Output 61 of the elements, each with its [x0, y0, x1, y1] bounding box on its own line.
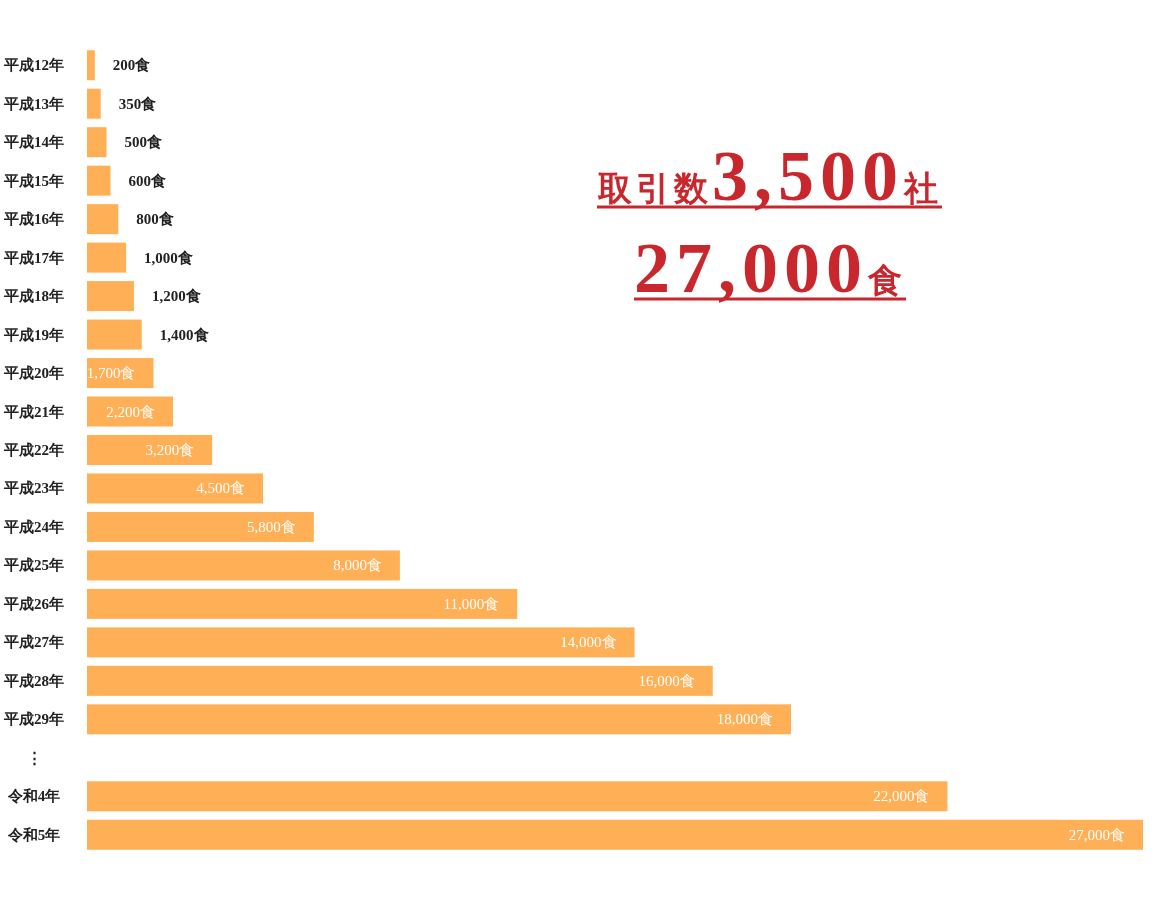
- annotation: 27,000食: [634, 228, 906, 308]
- data-label: 1,000食: [144, 249, 193, 266]
- data-label: 22,000食: [873, 788, 930, 805]
- y-tick-label: 平成26年: [3, 595, 64, 612]
- data-label: 5,800食: [247, 518, 296, 535]
- data-label: 14,000食: [560, 634, 617, 651]
- y-tick-label: 平成21年: [3, 403, 64, 420]
- annotation: 取引数3,500社: [597, 136, 942, 216]
- bar: [87, 281, 134, 312]
- y-tick-label: 平成15年: [3, 172, 64, 189]
- bar: [87, 165, 111, 196]
- bar: [87, 704, 791, 735]
- y-tick-label: 令和4年: [6, 788, 61, 805]
- bar: [87, 204, 119, 235]
- data-label: 1,200食: [151, 288, 201, 305]
- data-label: 4,500食: [196, 480, 245, 497]
- data-label: 1,400食: [159, 326, 209, 343]
- y-tick-label: 平成20年: [3, 365, 64, 382]
- y-tick-label: 平成25年: [3, 557, 64, 574]
- y-tick-label: ⋮: [26, 749, 42, 766]
- y-tick-label: 令和5年: [6, 826, 61, 843]
- bar: [87, 665, 713, 696]
- data-label: 1,700食: [86, 365, 136, 382]
- data-label: 8,000食: [333, 557, 382, 574]
- y-tick-label: 平成13年: [3, 95, 64, 112]
- data-label: 200食: [112, 57, 151, 74]
- y-tick-label: 平成17年: [3, 249, 64, 266]
- data-label: 600食: [128, 172, 166, 189]
- data-label: 3,200食: [145, 442, 195, 458]
- data-label: 11,000食: [443, 595, 500, 612]
- data-label: 350食: [118, 95, 157, 112]
- y-tick-label: 平成29年: [3, 711, 64, 728]
- data-label: 800食: [136, 211, 174, 228]
- bar: [87, 511, 314, 542]
- y-tick-label: 平成14年: [3, 134, 64, 151]
- bar: [87, 435, 213, 465]
- data-label: 27,000食: [1068, 826, 1125, 843]
- bar: [87, 88, 101, 119]
- y-tick-label: 平成27年: [3, 634, 64, 651]
- y-tick-label: 平成16年: [3, 211, 64, 228]
- data-label: 16,000食: [638, 672, 695, 689]
- y-tick-label: 平成24年: [3, 518, 64, 535]
- y-tick-label: 平成28年: [3, 672, 64, 689]
- bar: [87, 781, 948, 812]
- y-tick-label: 平成22年: [3, 442, 64, 458]
- y-tick-label: 平成19年: [3, 326, 64, 343]
- data-label: 18,000食: [716, 711, 773, 728]
- data-label: 2,200食: [106, 403, 156, 420]
- y-tick-label: 平成18年: [3, 288, 64, 305]
- bar: [87, 819, 1143, 850]
- bar: [87, 627, 635, 658]
- bar: [87, 50, 95, 81]
- y-tick-label: 平成23年: [3, 480, 64, 497]
- bar: [87, 588, 518, 619]
- y-tick-label: 平成12年: [3, 57, 64, 74]
- data-label: 500食: [124, 134, 163, 151]
- bar: [87, 319, 142, 350]
- bar: [87, 473, 263, 504]
- bar: [87, 550, 400, 581]
- bar: [87, 127, 107, 158]
- bar: [87, 242, 127, 273]
